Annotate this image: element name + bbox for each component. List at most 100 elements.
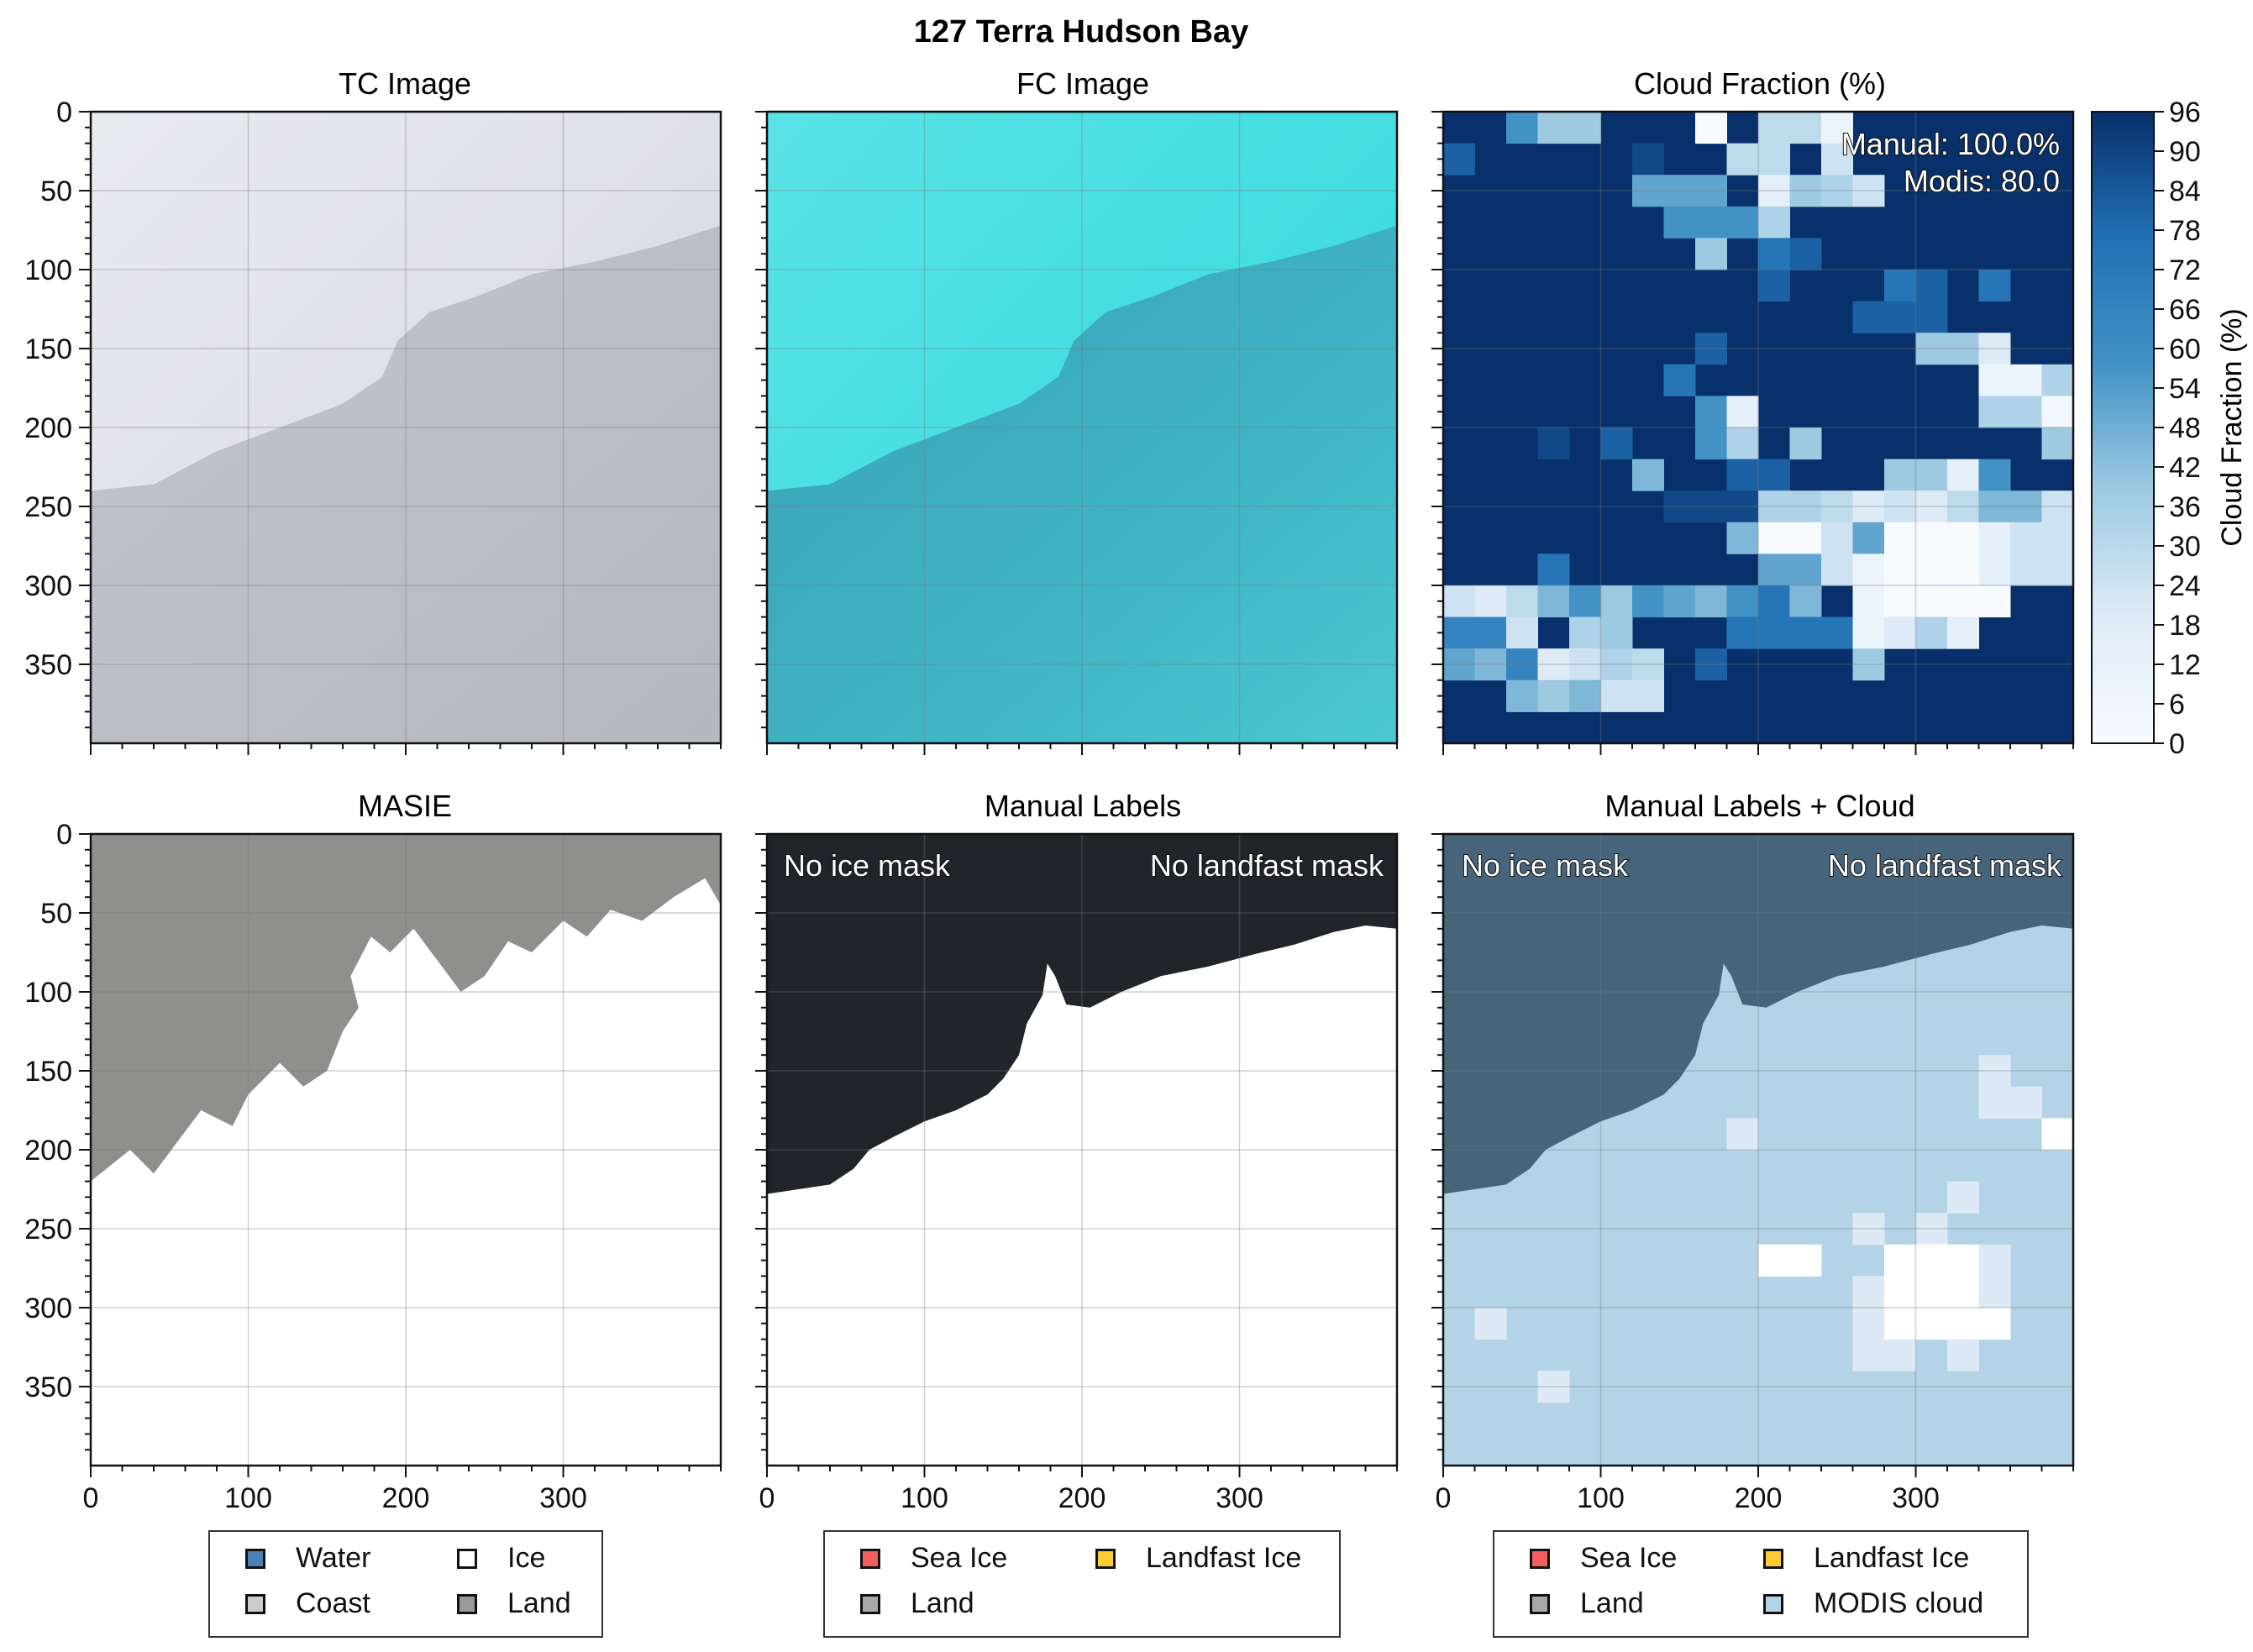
heatmap-cell	[1915, 270, 1948, 302]
mlc-clear-cell	[1884, 1339, 1916, 1371]
heatmap-cell	[1758, 206, 1790, 239]
heatmap-cell	[1695, 648, 1727, 681]
heatmap-cell	[1569, 585, 1601, 618]
mlc-clear-cell	[1978, 1055, 2011, 1088]
colorbar-tick-label: 84	[2169, 176, 2201, 207]
legend-label: Land	[1580, 1587, 1644, 1619]
heatmap-cell	[2010, 396, 2042, 428]
heatmap-cell	[1663, 585, 1696, 618]
heatmap-cell	[1600, 648, 1633, 681]
heatmap-cell	[1537, 427, 1570, 460]
mlc-clear-cell	[2041, 1118, 2074, 1151]
heatmap-cell	[1758, 522, 1790, 554]
heatmap-cell	[1695, 112, 1727, 144]
legend-swatch-sea-ice	[860, 1548, 880, 1569]
legend-swatch-water	[245, 1548, 265, 1569]
heatmap-cell	[2010, 522, 2042, 554]
heatmap-cell	[1884, 616, 1916, 649]
heatmap-cell	[1569, 112, 1601, 144]
y-tick-label: 0	[56, 97, 72, 128]
y-tick-label: 150	[24, 1056, 72, 1088]
gridlines	[767, 112, 1397, 743]
y-tick-label: 350	[24, 649, 72, 681]
heatmap-cell	[1537, 112, 1570, 144]
colorbar	[2091, 111, 2155, 744]
y-tick-label: 250	[24, 491, 72, 523]
manual-labels-legend: Sea Ice Landfast Ice Land	[823, 1530, 1341, 1638]
heatmap-cell	[1726, 522, 1759, 554]
heatmap-cell	[1600, 679, 1633, 712]
heatmap-cell	[1852, 490, 1885, 523]
colorbar-tick-label: 66	[2169, 294, 2201, 326]
heatmap-cell	[1726, 459, 1759, 491]
tc-image-panel	[91, 112, 721, 743]
axes-layer: 0 50 100 150 200 250 300 350 0 50 100 150 200 250 300 3…	[24, 97, 2075, 1514]
mlc-clear-cell	[1884, 1308, 1916, 1340]
heatmap-cell	[1789, 427, 1822, 460]
heatmap-cell	[1537, 679, 1570, 712]
masie-land-region	[91, 834, 721, 1182]
heatmap-cell	[2010, 553, 2042, 586]
mlc-clear-cell	[1852, 1308, 1885, 1340]
mlc-clear-cell	[1884, 1244, 1916, 1277]
mlc-clear-cell	[1726, 1118, 1759, 1151]
masie-legend: Water Ice Coast Land	[208, 1530, 603, 1638]
legend-swatch-coast	[245, 1593, 265, 1614]
legend-item-landfast-ice: Landfast Ice	[1095, 1542, 1301, 1575]
x-tick-label: 0	[759, 1482, 775, 1514]
heatmap-cell	[1726, 143, 1759, 176]
panel-title-manual: Manual Labels	[985, 789, 1181, 823]
heatmap-cell	[1789, 522, 1822, 554]
legend-label: Sea Ice	[911, 1542, 1008, 1574]
mlc-clear-cell	[1884, 1276, 1916, 1308]
x-tick-label: 200	[1058, 1482, 1106, 1514]
colorbar-tick-label: 42	[2169, 452, 2201, 484]
y-tick-label: 100	[24, 254, 72, 286]
legend-item-ice: Ice	[457, 1542, 545, 1575]
heatmap-cell	[1789, 616, 1822, 649]
heatmap-cell	[1506, 112, 1538, 144]
heatmap-cell	[1537, 585, 1570, 618]
mlc-clear-cell	[1947, 1244, 1979, 1277]
heatmap-cell	[1821, 112, 1853, 144]
heatmap-cell	[1821, 553, 1853, 586]
x-tick-label: 200	[1735, 1482, 1783, 1514]
mlc-clear-cell	[1915, 1308, 1948, 1340]
heatmap-cell	[1506, 616, 1538, 649]
mlc-clear-cell	[1915, 1213, 1948, 1246]
y-tick-label: 250	[24, 1214, 72, 1246]
annotation-no-ice-mask: No ice mask	[784, 848, 951, 883]
colorbar-label: Cloud Fraction (%)	[2216, 308, 2248, 546]
heatmap-cell	[1695, 427, 1727, 460]
annotation-no-ice-mask-2: No ice mask	[1462, 848, 1629, 883]
manual-labels-panel	[767, 834, 1397, 1466]
manual-labels-cloud-panel	[1443, 834, 2074, 1466]
heatmap-cell	[1758, 175, 1790, 207]
panel-title-cloud: Cloud Fraction (%)	[1634, 66, 1886, 101]
heatmap-cell	[1947, 585, 1979, 618]
heatmap-cell	[1978, 364, 2011, 396]
mlc-clear-cell	[1947, 1339, 1979, 1371]
heatmap-cell	[1852, 175, 1885, 207]
mlc-clear-cell	[1947, 1181, 1979, 1214]
legend-item-land: Land	[457, 1587, 571, 1620]
heatmap-cell	[1600, 427, 1633, 460]
cloud-fraction-panel	[1443, 112, 2074, 743]
heatmap-cell	[1758, 616, 1790, 649]
heatmap-cell	[1915, 585, 1948, 618]
heatmap-cell	[1726, 585, 1759, 618]
fc-image-panel	[767, 112, 1397, 743]
heatmap-cell	[1474, 585, 1507, 618]
heatmap-cell	[1695, 333, 1727, 365]
legend-label: Sea Ice	[1580, 1542, 1678, 1574]
heatmap-cell	[1789, 585, 1822, 618]
mlc-clear-cell	[1537, 1371, 1570, 1403]
heatmap-cell	[1852, 553, 1885, 586]
heatmap-cell	[1915, 301, 1948, 333]
heatmap-cell	[1443, 585, 1475, 618]
panel-title-masie: MASIE	[358, 789, 452, 823]
heatmap-cell	[1821, 522, 1853, 554]
heatmap-cell	[1537, 553, 1570, 586]
heatmap-cell	[1632, 679, 1664, 712]
mlc-clear-cell	[1947, 1308, 1979, 1340]
